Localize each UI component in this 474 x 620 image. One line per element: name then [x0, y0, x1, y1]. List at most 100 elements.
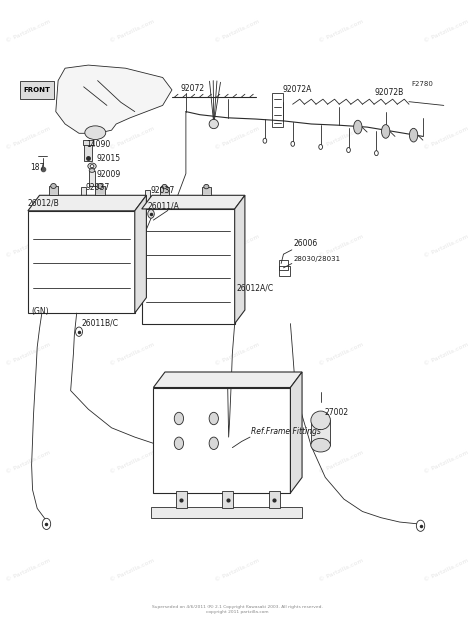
Text: © Partzilla.com: © Partzilla.com: [214, 19, 260, 43]
Ellipse shape: [85, 126, 106, 140]
Text: © Partzilla.com: © Partzilla.com: [319, 126, 365, 151]
Text: FRONT: FRONT: [24, 87, 51, 93]
Text: © Partzilla.com: © Partzilla.com: [319, 450, 365, 475]
Bar: [311, 420, 330, 445]
Ellipse shape: [89, 169, 95, 172]
Bar: [89, 170, 95, 186]
Bar: [83, 140, 93, 145]
Text: (GN): (GN): [32, 307, 49, 316]
Ellipse shape: [88, 163, 96, 169]
Bar: [49, 186, 58, 195]
Text: 27002: 27002: [324, 407, 348, 417]
Ellipse shape: [291, 141, 295, 146]
Text: © Partzilla.com: © Partzilla.com: [423, 450, 469, 475]
Ellipse shape: [75, 327, 82, 336]
Text: 92037: 92037: [150, 186, 174, 195]
Bar: [202, 187, 210, 195]
Bar: [272, 93, 283, 127]
Polygon shape: [142, 195, 245, 209]
Text: © Partzilla.com: © Partzilla.com: [319, 342, 365, 367]
Ellipse shape: [311, 438, 330, 452]
Text: 92037: 92037: [86, 183, 110, 192]
Text: © Partzilla.com: © Partzilla.com: [423, 126, 469, 151]
Bar: [83, 143, 92, 161]
Text: 26006: 26006: [294, 239, 318, 248]
Bar: [82, 187, 86, 205]
Bar: [95, 186, 105, 195]
Ellipse shape: [263, 138, 267, 143]
Text: © Partzilla.com: © Partzilla.com: [214, 450, 260, 475]
Ellipse shape: [382, 125, 390, 138]
Text: 92015: 92015: [97, 154, 121, 163]
Text: 92072A: 92072A: [283, 85, 312, 94]
Text: 26011/A: 26011/A: [148, 202, 180, 211]
Text: 92072: 92072: [180, 84, 204, 93]
Text: © Partzilla.com: © Partzilla.com: [214, 126, 260, 151]
Text: © Partzilla.com: © Partzilla.com: [109, 558, 155, 583]
Ellipse shape: [162, 184, 167, 188]
Text: © Partzilla.com: © Partzilla.com: [5, 126, 51, 151]
Text: © Partzilla.com: © Partzilla.com: [319, 19, 365, 43]
Text: © Partzilla.com: © Partzilla.com: [423, 19, 469, 43]
Text: © Partzilla.com: © Partzilla.com: [5, 19, 51, 43]
Ellipse shape: [174, 437, 183, 450]
Text: F2780: F2780: [411, 81, 433, 87]
Bar: [28, 211, 135, 313]
Ellipse shape: [97, 184, 103, 188]
Bar: [146, 190, 150, 208]
Text: © Partzilla.com: © Partzilla.com: [423, 234, 469, 259]
Text: 28030/28031: 28030/28031: [294, 255, 341, 262]
Bar: [142, 209, 235, 324]
Bar: [279, 260, 288, 270]
Text: © Partzilla.com: © Partzilla.com: [214, 558, 260, 583]
Text: © Partzilla.com: © Partzilla.com: [319, 558, 365, 583]
Bar: [19, 81, 55, 99]
Text: 187: 187: [30, 162, 45, 172]
Text: © Partzilla.com: © Partzilla.com: [5, 342, 51, 367]
Bar: [269, 491, 280, 508]
Bar: [279, 266, 291, 276]
Bar: [151, 507, 302, 518]
Text: © Partzilla.com: © Partzilla.com: [214, 234, 260, 259]
Text: Superseded on 4/6/2011 (R) 2.1 Copyright Kawasaki 2003. All rights reserved.: Superseded on 4/6/2011 (R) 2.1 Copyright…: [152, 605, 322, 609]
Bar: [160, 187, 169, 195]
Ellipse shape: [374, 151, 378, 156]
Text: 14090: 14090: [86, 140, 110, 149]
Text: © Partzilla.com: © Partzilla.com: [5, 558, 51, 583]
Text: © Partzilla.com: © Partzilla.com: [423, 342, 469, 367]
Ellipse shape: [410, 128, 418, 142]
Polygon shape: [235, 195, 245, 324]
Text: copyright 2011 partzilla.com: copyright 2011 partzilla.com: [206, 610, 268, 614]
Ellipse shape: [354, 120, 362, 134]
Text: © Partzilla.com: © Partzilla.com: [5, 450, 51, 475]
Text: Ref.Frame Fittings: Ref.Frame Fittings: [251, 427, 321, 436]
Ellipse shape: [174, 412, 183, 425]
Ellipse shape: [204, 184, 209, 188]
Polygon shape: [28, 195, 146, 211]
Ellipse shape: [346, 148, 350, 153]
Text: © Partzilla.com: © Partzilla.com: [319, 234, 365, 259]
Polygon shape: [154, 372, 302, 388]
Text: © Partzilla.com: © Partzilla.com: [109, 19, 155, 43]
Text: 92009: 92009: [97, 169, 121, 179]
Ellipse shape: [42, 518, 51, 529]
Ellipse shape: [90, 165, 94, 168]
Ellipse shape: [148, 210, 155, 218]
Text: © Partzilla.com: © Partzilla.com: [109, 450, 155, 475]
Ellipse shape: [311, 411, 330, 430]
Polygon shape: [291, 372, 302, 493]
Text: 92072B: 92072B: [374, 87, 403, 97]
Text: © Partzilla.com: © Partzilla.com: [109, 126, 155, 151]
Bar: [154, 388, 291, 493]
Ellipse shape: [209, 119, 219, 129]
Ellipse shape: [416, 520, 425, 531]
Bar: [176, 491, 187, 508]
Ellipse shape: [209, 437, 219, 450]
Text: 26012/B: 26012/B: [28, 198, 60, 208]
Text: © Partzilla.com: © Partzilla.com: [5, 234, 51, 259]
Text: © Partzilla.com: © Partzilla.com: [423, 558, 469, 583]
Text: 26011B/C: 26011B/C: [82, 318, 118, 327]
Polygon shape: [135, 195, 146, 313]
Ellipse shape: [319, 144, 322, 149]
Ellipse shape: [209, 412, 219, 425]
